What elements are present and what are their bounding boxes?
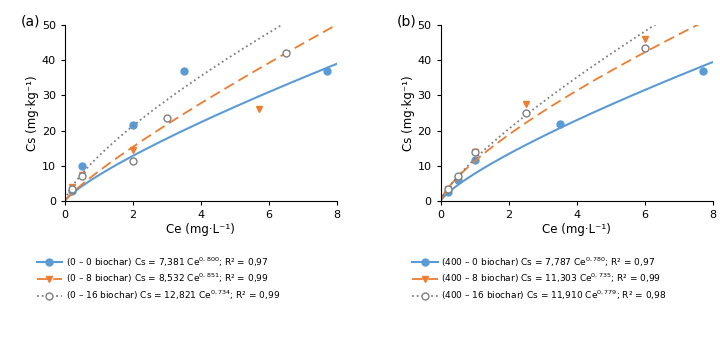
Y-axis label: Cs (mg·kg⁻¹): Cs (mg·kg⁻¹) <box>26 75 39 151</box>
Legend: (0 – 0 biochar) Cs = 7,381 Ce$^{0,800}$; R² = 0,97, (0 – 8 biochar) Cs = 8,532 C: (0 – 0 biochar) Cs = 7,381 Ce$^{0,800}$;… <box>37 255 280 302</box>
Text: (a): (a) <box>21 14 41 28</box>
Y-axis label: Cs (mg·kg⁻¹): Cs (mg·kg⁻¹) <box>402 75 415 151</box>
X-axis label: Ce (mg·L⁻¹): Ce (mg·L⁻¹) <box>542 223 611 236</box>
Text: (b): (b) <box>397 14 417 28</box>
Legend: (400 – 0 biochar) Cs = 7,787 Ce$^{0,780}$; R² = 0,97, (400 – 8 biochar) Cs = 11,: (400 – 0 biochar) Cs = 7,787 Ce$^{0,780}… <box>413 255 667 302</box>
X-axis label: Ce (mg·L⁻¹): Ce (mg·L⁻¹) <box>166 223 235 236</box>
